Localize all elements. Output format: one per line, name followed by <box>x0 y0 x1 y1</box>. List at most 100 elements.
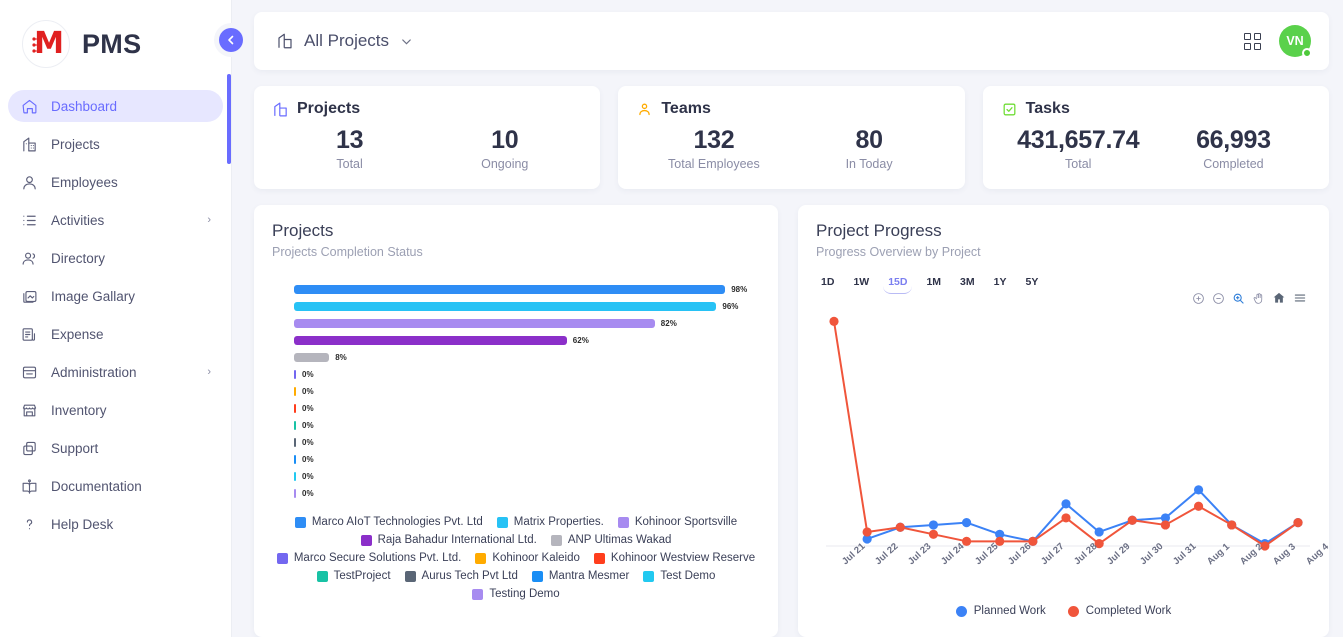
sidebar-item-expense[interactable]: Expense <box>8 318 223 350</box>
legend-item[interactable]: Testing Demo <box>472 588 560 600</box>
kpi-label: Total <box>1065 157 1092 171</box>
data-point[interactable] <box>1094 539 1104 549</box>
data-point[interactable] <box>1227 520 1237 530</box>
bar[interactable] <box>294 455 296 464</box>
chart-toolbar <box>1192 291 1307 305</box>
sidebar-item-administration[interactable]: Administration › <box>8 356 223 388</box>
legend-label: Kohinoor Kaleido <box>492 552 580 564</box>
data-point[interactable] <box>1127 515 1137 525</box>
legend-row: Marco Secure Solutions Pvt. Ltd. Kohinoor… <box>276 552 756 564</box>
range-button-1m[interactable]: 1M <box>926 276 942 288</box>
bar-chart-row: 0% <box>294 468 760 485</box>
sidebar-item-employees[interactable]: Employees <box>8 166 223 198</box>
avatar[interactable]: VN <box>1279 25 1312 58</box>
sidebar-item-label: Documentation <box>51 478 142 494</box>
bar[interactable] <box>294 438 296 447</box>
data-point[interactable] <box>995 529 1005 539</box>
data-point[interactable] <box>1160 520 1171 530</box>
sidebar-item-documentation[interactable]: Documentation <box>8 470 223 502</box>
bar[interactable] <box>294 404 296 413</box>
legend-item[interactable]: TestProject <box>316 570 391 582</box>
brand[interactable]: M PMS <box>0 0 231 82</box>
data-point[interactable] <box>862 527 872 537</box>
project-selector-dropdown[interactable]: All Projects <box>276 31 414 51</box>
sidebar-item-image-gallary[interactable]: Image Gallary <box>8 280 223 312</box>
sidebar-item-label: Dashboard <box>51 98 118 114</box>
data-point[interactable] <box>1260 541 1270 551</box>
data-point[interactable] <box>862 534 872 544</box>
data-point[interactable] <box>928 520 939 530</box>
selection-zoom-icon[interactable] <box>1232 292 1245 305</box>
sidebar-item-inventory[interactable]: Inventory <box>8 394 223 426</box>
projects-bar-chart: 98% 96% 82% 62% 8% 0% 0% 0% 0% 0% 0% 0% 0% <box>272 281 760 502</box>
bar[interactable] <box>294 489 296 498</box>
sidebar-item-activities[interactable]: Activities › <box>8 204 223 236</box>
menu-icon[interactable] <box>1293 291 1307 305</box>
data-point[interactable] <box>1028 536 1038 546</box>
data-point[interactable] <box>1193 501 1204 511</box>
data-point[interactable] <box>1094 527 1104 537</box>
legend-item[interactable]: ANP Ultimas Wakad <box>550 534 671 546</box>
sidebar-item-directory[interactable]: Directory <box>8 242 223 274</box>
data-point[interactable] <box>961 536 972 546</box>
bar[interactable] <box>294 472 296 481</box>
reset-home-icon[interactable] <box>1272 291 1286 305</box>
legend-item[interactable]: Kohinoor Kaleido <box>475 552 580 564</box>
data-point[interactable] <box>928 529 939 539</box>
bar[interactable] <box>294 285 726 294</box>
legend-item[interactable]: Kohinoor Westview Reserve <box>593 552 755 564</box>
line-chart-svg <box>826 316 1310 551</box>
range-button-1d[interactable]: 1D <box>821 276 835 288</box>
range-button-3m[interactable]: 3M <box>960 276 975 288</box>
bar[interactable] <box>294 336 567 345</box>
sidebar-collapse-button[interactable] <box>219 28 243 52</box>
kpi-title: Projects <box>297 100 361 117</box>
legend-item[interactable]: Kohinoor Sportsville <box>617 516 737 528</box>
legend-item[interactable]: Mantra Mesmer <box>531 570 629 582</box>
range-button-1y[interactable]: 1Y <box>993 276 1007 288</box>
data-point[interactable] <box>995 536 1005 546</box>
legend-item[interactable]: Test Demo <box>643 570 715 582</box>
sidebar-item-label: Expense <box>51 326 104 342</box>
kpi-card-teams: Teams 132 Total Employees 80 In Today <box>618 86 965 189</box>
bar[interactable] <box>294 370 296 379</box>
legend-swatch <box>593 552 605 564</box>
legend-item[interactable]: Planned Work <box>955 605 1046 617</box>
sidebar-item-projects[interactable]: Projects <box>8 128 223 160</box>
range-button-5y[interactable]: 5Y <box>1025 276 1039 288</box>
bar[interactable] <box>294 387 296 396</box>
data-point[interactable] <box>1061 513 1071 523</box>
data-point[interactable] <box>1160 513 1171 523</box>
zoom-in-icon[interactable] <box>1192 292 1205 305</box>
sidebar-item-dashboard[interactable]: Dashboard <box>8 90 223 122</box>
sidebar-scrollbar[interactable] <box>227 74 231 164</box>
legend-item[interactable]: Completed Work <box>1067 605 1171 617</box>
bar-value-label: 0% <box>302 489 314 498</box>
data-point[interactable] <box>829 316 839 326</box>
bar[interactable] <box>294 319 655 328</box>
data-point[interactable] <box>895 522 905 532</box>
bar[interactable] <box>294 302 717 311</box>
data-point[interactable] <box>1293 518 1303 528</box>
home-icon <box>20 97 39 116</box>
main-content: All Projects VN Projects 13 <box>232 0 1343 637</box>
sidebar-item-support[interactable]: Support <box>8 432 223 464</box>
legend-item[interactable]: Aurus Tech Pvt Ltd <box>404 570 518 582</box>
range-button-15d[interactable]: 15D <box>883 273 913 294</box>
data-point[interactable] <box>1061 499 1071 509</box>
data-point[interactable] <box>1193 485 1204 495</box>
pan-icon[interactable] <box>1252 292 1265 305</box>
range-button-1w[interactable]: 1W <box>853 276 870 288</box>
bar[interactable] <box>294 353 330 362</box>
list-icon <box>20 211 39 230</box>
bar[interactable] <box>294 421 296 430</box>
legend-item[interactable]: Marco Secure Solutions Pvt. Ltd. <box>276 552 461 564</box>
grid-apps-icon[interactable] <box>1244 32 1261 50</box>
sidebar-item-help-desk[interactable]: Help Desk <box>8 508 223 540</box>
legend-item[interactable]: Marco AIoT Technologies Pvt. Ltd <box>294 516 483 528</box>
building-icon <box>274 102 287 116</box>
legend-item[interactable]: Matrix Properties. <box>496 516 604 528</box>
zoom-out-icon[interactable] <box>1212 292 1225 305</box>
legend-item[interactable]: Raja Bahadur International Ltd. <box>360 534 537 546</box>
data-point[interactable] <box>961 518 972 528</box>
